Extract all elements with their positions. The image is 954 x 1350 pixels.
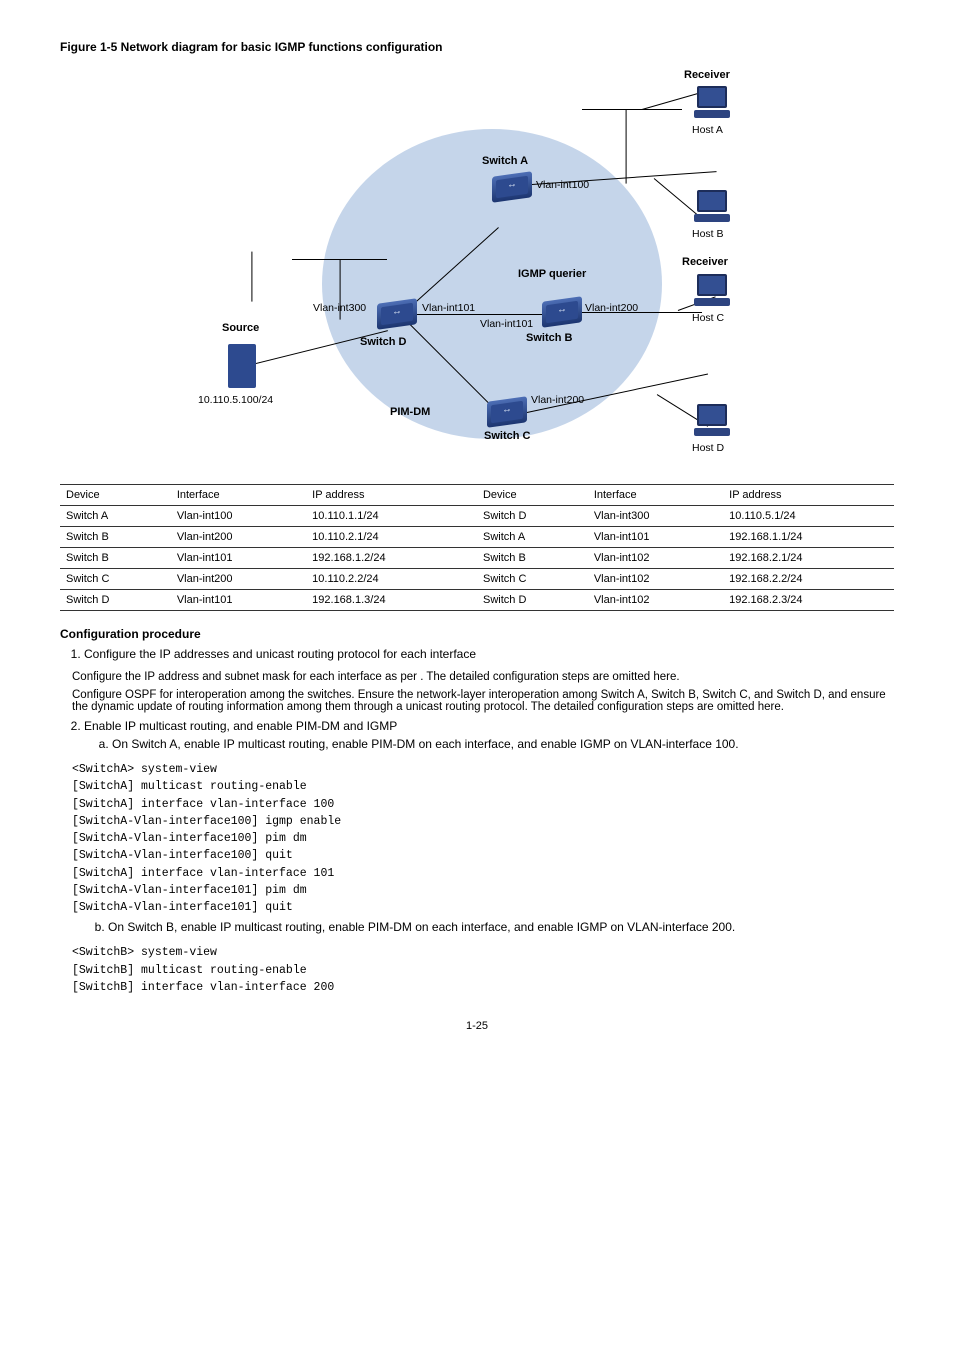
table-cell: Switch A: [60, 506, 171, 527]
table-cell: Switch D: [477, 506, 588, 527]
switch-c-if: Vlan-int200: [531, 394, 584, 406]
host-d-label: Host D: [692, 442, 724, 454]
step-1-text: Configure the IP addresses and unicast r…: [84, 647, 476, 661]
host-d: [692, 404, 732, 438]
table-cell: Vlan-int101: [171, 548, 306, 569]
table-cell: Vlan-int200: [171, 569, 306, 590]
col-ip: IP address: [306, 485, 477, 506]
address-table: Device Interface IP address Device Inter…: [60, 484, 894, 611]
step-1-body-post: . The detailed configuration steps are o…: [420, 671, 679, 683]
pimdm-label: PIM-DM: [390, 406, 430, 418]
table-row: Switch AVlan-int10010.110.1.1/24Switch D…: [60, 506, 894, 527]
host-a: [692, 86, 732, 120]
network-diagram: ↔ Switch A Vlan-int100 ↔ IGMP querier Sw…: [192, 64, 762, 464]
pimdm-domain-ellipse: [322, 129, 662, 439]
table-row: Switch BVlan-int20010.110.2.1/24Switch A…: [60, 527, 894, 548]
col-ip2: IP address: [723, 485, 894, 506]
table-cell: 192.168.2.2/24: [723, 569, 894, 590]
diagram-container: ↔ Switch A Vlan-int100 ↔ IGMP querier Sw…: [60, 64, 894, 464]
link-d-b: [417, 314, 562, 315]
switch-c-label: Switch C: [484, 430, 530, 442]
section-procedure: Configuration procedure: [60, 627, 894, 641]
switch-d-label: Switch D: [360, 336, 406, 348]
table-cell: 10.110.5.1/24: [723, 506, 894, 527]
table-cell: Switch C: [60, 569, 171, 590]
cli-block-b: <SwitchB> system-view [SwitchB] multicas…: [72, 944, 894, 996]
col-device: Device: [60, 485, 171, 506]
source-label: Source: [222, 322, 259, 334]
table-cell: 10.110.2.2/24: [306, 569, 477, 590]
table-row: Switch BVlan-int101192.168.1.2/24Switch …: [60, 548, 894, 569]
step-1-body: Configure the IP address and subnet mask…: [72, 671, 894, 683]
table-cell: Switch B: [60, 548, 171, 569]
switch-b-if-left: Vlan-int101: [480, 318, 533, 330]
table-header-row: Device Interface IP address Device Inter…: [60, 485, 894, 506]
col-interface: Interface: [171, 485, 306, 506]
table-row: Switch CVlan-int20010.110.2.2/24Switch C…: [60, 569, 894, 590]
table-cell: Switch D: [60, 590, 171, 611]
stub-source: [251, 252, 252, 302]
table-cell: 10.110.2.1/24: [306, 527, 477, 548]
source-ip: 10.110.5.100/24: [198, 394, 273, 406]
igmp-querier-label: IGMP querier: [518, 268, 586, 280]
step-2a: On Switch A, enable IP multicast routing…: [112, 737, 894, 751]
ethernet-drop-top: [625, 110, 626, 184]
receiver-label-a: Receiver: [684, 69, 730, 81]
table-cell: Vlan-int102: [588, 590, 723, 611]
table-cell: Vlan-int300: [588, 506, 723, 527]
table-cell: Vlan-int200: [171, 527, 306, 548]
col-interface2: Interface: [588, 485, 723, 506]
table-cell: Vlan-int102: [588, 548, 723, 569]
table-cell: Vlan-int100: [171, 506, 306, 527]
switch-b-label: Switch B: [526, 332, 572, 344]
table-cell: Switch B: [60, 527, 171, 548]
step-1-body-pre: Configure the IP address and subnet mask…: [72, 671, 417, 683]
host-c: [692, 274, 732, 308]
col-device2: Device: [477, 485, 588, 506]
table-cell: Switch D: [477, 590, 588, 611]
table-cell: 192.168.2.3/24: [723, 590, 894, 611]
switch-b-if-right: Vlan-int200: [585, 302, 638, 314]
table-cell: 192.168.1.2/24: [306, 548, 477, 569]
table-cell: 192.168.1.1/24: [723, 527, 894, 548]
receiver-label-c: Receiver: [682, 256, 728, 268]
table-cell: Switch A: [477, 527, 588, 548]
table-cell: 192.168.1.3/24: [306, 590, 477, 611]
step-1: Configure the IP addresses and unicast r…: [84, 647, 894, 661]
table-cell: Switch C: [477, 569, 588, 590]
host-c-label: Host C: [692, 312, 724, 324]
step-2b: On Switch B, enable IP multicast routing…: [108, 920, 894, 934]
table-cell: Vlan-int102: [588, 569, 723, 590]
host-b-label: Host B: [692, 228, 724, 240]
table-cell: Switch B: [477, 548, 588, 569]
table-cell: 10.110.1.1/24: [306, 506, 477, 527]
table-cell: Vlan-int101: [171, 590, 306, 611]
switch-a-label: Switch A: [482, 155, 528, 167]
page-number: 1-25: [60, 1020, 894, 1032]
table-row: Switch DVlan-int101192.168.1.3/24Switch …: [60, 590, 894, 611]
host-b: [692, 190, 732, 224]
table-cell: Vlan-int101: [588, 527, 723, 548]
step-2: Enable IP multicast routing, and enable …: [84, 719, 894, 751]
source-server: [228, 344, 256, 388]
table-cell: 192.168.2.1/24: [723, 548, 894, 569]
step-1-body-3: Configure OSPF for interoperation among …: [72, 689, 894, 713]
step-2-text: Enable IP multicast routing, and enable …: [84, 719, 397, 733]
switch-d-if-left: Vlan-int300: [313, 302, 366, 314]
host-a-label: Host A: [692, 124, 723, 136]
figure-caption: Figure 1-5 Network diagram for basic IGM…: [60, 40, 894, 54]
switch-d-if-right: Vlan-int101: [422, 302, 475, 314]
cli-block-a: <SwitchA> system-view [SwitchA] multicas…: [72, 761, 894, 916]
ethernet-bar-top: [582, 109, 682, 110]
switch-a-if: Vlan-int100: [536, 179, 589, 191]
